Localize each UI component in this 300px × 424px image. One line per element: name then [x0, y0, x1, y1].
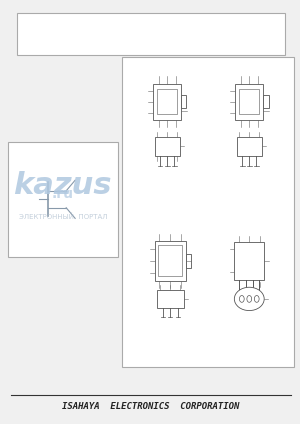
Bar	[158, 245, 182, 276]
Bar	[8, 142, 118, 257]
Bar	[122, 57, 294, 367]
Text: ISAHAYA  ELECTRONICS  CORPORATION: ISAHAYA ELECTRONICS CORPORATION	[62, 402, 239, 411]
Bar	[234, 242, 264, 280]
Bar	[16, 13, 285, 55]
Bar	[235, 84, 263, 120]
Bar	[237, 137, 262, 156]
Bar	[154, 137, 180, 156]
Bar	[157, 290, 184, 308]
Bar	[153, 84, 182, 120]
Bar	[157, 89, 177, 114]
Ellipse shape	[234, 287, 264, 310]
Text: ЭЛЕКТРОННЫЙ  ПОРТАЛ: ЭЛЕКТРОННЫЙ ПОРТАЛ	[19, 213, 107, 220]
Bar	[239, 89, 259, 114]
Bar	[154, 241, 186, 281]
Bar	[263, 95, 268, 108]
Circle shape	[247, 296, 252, 302]
Bar	[182, 95, 187, 108]
Circle shape	[239, 296, 244, 302]
Bar	[186, 254, 191, 268]
Text: .ru: .ru	[52, 187, 74, 201]
Text: kazus: kazus	[14, 171, 112, 200]
Circle shape	[254, 296, 259, 302]
